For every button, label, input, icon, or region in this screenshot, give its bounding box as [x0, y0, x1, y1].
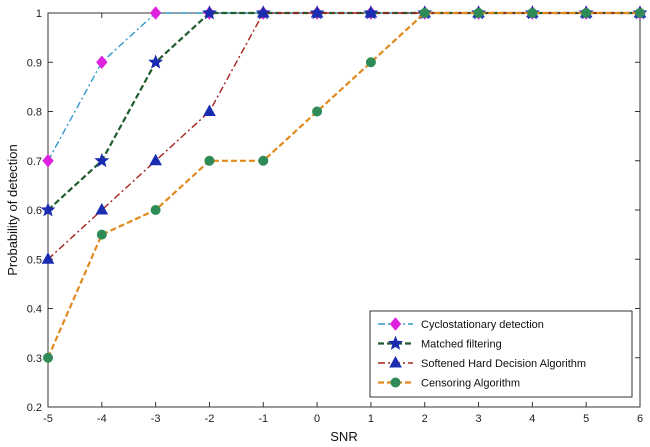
- x-tick-label: -3: [151, 413, 161, 425]
- y-tick-label: 0.2: [27, 402, 42, 414]
- data-point: [312, 106, 323, 117]
- x-tick-label: -1: [258, 413, 268, 425]
- data-point: [635, 8, 645, 18]
- y-tick-label: 0.6: [27, 205, 42, 217]
- legend-marker: [390, 377, 401, 388]
- x-axis: -5 -4 -3 -2 -1 0 1 2 3 4 5 6: [43, 13, 643, 425]
- data-point: [204, 155, 215, 166]
- legend-label: Cyclostationary detection: [421, 319, 544, 331]
- y-tick-label: 0.5: [27, 254, 42, 266]
- data-point: [365, 57, 376, 68]
- data-point: [95, 202, 109, 215]
- data-point: [148, 54, 164, 69]
- data-point: [310, 5, 324, 18]
- data-point: [96, 229, 107, 240]
- x-tick-label: 4: [529, 413, 535, 425]
- data-point: [258, 155, 269, 166]
- series-layer: [40, 5, 648, 363]
- data-point: [581, 8, 592, 18]
- x-tick-label: 3: [475, 413, 481, 425]
- x-tick-label: 0: [314, 413, 320, 425]
- data-point: [150, 205, 161, 215]
- y-tick-label: 0.7: [27, 156, 42, 168]
- series-line: [46, 11, 640, 359]
- data-point: [40, 202, 56, 217]
- data-point: [256, 5, 270, 18]
- x-tick-label: 6: [637, 413, 643, 425]
- legend-box: [369, 310, 633, 398]
- data-point: [419, 8, 430, 18]
- data-point: [527, 8, 538, 18]
- series-line: [47, 12, 640, 260]
- x-tick-label: 1: [368, 413, 374, 425]
- legend-label: Softened Hard Decision Algorithm: [421, 358, 586, 370]
- series-4: [43, 8, 645, 363]
- x-tick-label: -5: [43, 413, 53, 425]
- legend-label: Censoring Algorithm: [421, 378, 520, 390]
- data-point: [149, 153, 162, 166]
- y-tick-label: 0.8: [27, 107, 42, 119]
- y-axis-title: Probability of detection: [5, 144, 20, 276]
- data-point: [203, 104, 216, 116]
- legend-marker: [388, 335, 403, 350]
- legend-marker: [389, 355, 402, 368]
- data-point: [94, 152, 110, 168]
- y-tick-label: 0.9: [27, 57, 42, 69]
- data-point: [43, 352, 53, 363]
- data-point: [473, 8, 484, 18]
- y-tick-label: 1: [36, 8, 42, 20]
- data-point: [364, 5, 378, 18]
- x-tick-label: 5: [583, 413, 589, 425]
- data-point: [41, 252, 55, 264]
- legend: Cyclostationary detection Matched filteri…: [369, 310, 633, 398]
- data-point: [201, 5, 217, 20]
- x-tick-label: -2: [205, 413, 215, 425]
- x-tick-label: -4: [97, 413, 107, 425]
- x-axis-title: SNR: [330, 429, 357, 444]
- y-tick-label: 0.4: [27, 304, 42, 316]
- y-tick-label: 0.3: [27, 353, 42, 365]
- x-tick-label: 2: [422, 413, 428, 425]
- legend-label: Matched filtering: [421, 339, 502, 351]
